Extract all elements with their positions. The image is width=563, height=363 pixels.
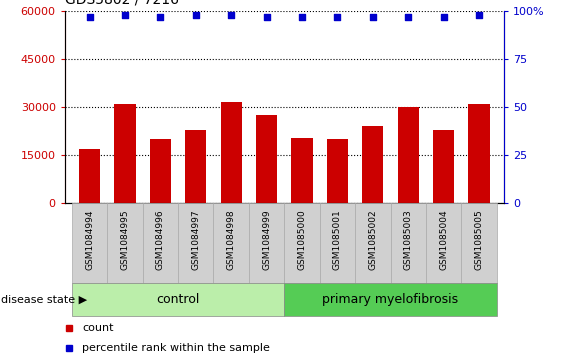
Bar: [79, 149, 100, 203]
Bar: [178, 203, 213, 283]
Point: [297, 14, 306, 20]
Text: GSM1084998: GSM1084998: [227, 210, 236, 270]
Bar: [391, 203, 426, 283]
Bar: [327, 139, 348, 203]
Bar: [221, 102, 242, 203]
Text: GSM1084995: GSM1084995: [120, 210, 129, 270]
Point: [156, 14, 165, 20]
Text: GSM1084994: GSM1084994: [85, 210, 94, 270]
Text: GSM1085004: GSM1085004: [439, 210, 448, 270]
Bar: [72, 283, 284, 316]
Point: [404, 14, 413, 20]
Bar: [433, 130, 454, 203]
Text: GSM1084997: GSM1084997: [191, 210, 200, 270]
Bar: [468, 104, 490, 203]
Text: count: count: [82, 323, 114, 333]
Bar: [72, 203, 107, 283]
Bar: [114, 104, 136, 203]
Point: [120, 12, 129, 18]
Text: percentile rank within the sample: percentile rank within the sample: [82, 343, 270, 354]
Bar: [320, 203, 355, 283]
Text: GSM1084999: GSM1084999: [262, 210, 271, 270]
Bar: [185, 130, 207, 203]
Text: control: control: [157, 293, 200, 306]
Point: [368, 14, 377, 20]
Bar: [150, 139, 171, 203]
Point: [227, 12, 236, 18]
Bar: [142, 203, 178, 283]
Bar: [292, 138, 312, 203]
Bar: [355, 203, 391, 283]
Text: GSM1085005: GSM1085005: [475, 210, 484, 270]
Bar: [397, 107, 419, 203]
Text: primary myelofibrosis: primary myelofibrosis: [323, 293, 459, 306]
Bar: [426, 203, 462, 283]
Point: [191, 12, 200, 18]
Point: [85, 14, 94, 20]
Bar: [284, 283, 497, 316]
Text: GSM1085002: GSM1085002: [368, 210, 377, 270]
Bar: [462, 203, 497, 283]
Bar: [249, 203, 284, 283]
Text: GDS5802 / 7216: GDS5802 / 7216: [65, 0, 178, 7]
Point: [262, 14, 271, 20]
Text: GSM1085001: GSM1085001: [333, 210, 342, 270]
Bar: [107, 203, 142, 283]
Bar: [362, 126, 383, 203]
Point: [333, 14, 342, 20]
Text: disease state ▶: disease state ▶: [1, 294, 87, 305]
Bar: [256, 115, 277, 203]
Point: [475, 12, 484, 18]
Text: GSM1084996: GSM1084996: [156, 210, 165, 270]
Text: GSM1085000: GSM1085000: [297, 210, 306, 270]
Bar: [284, 203, 320, 283]
Bar: [213, 203, 249, 283]
Text: GSM1085003: GSM1085003: [404, 210, 413, 270]
Point: [439, 14, 448, 20]
